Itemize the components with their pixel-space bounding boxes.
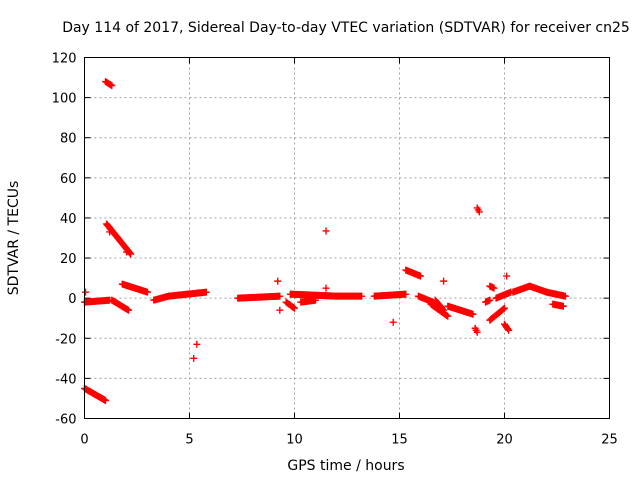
data-point <box>193 340 201 348</box>
plot-frame <box>84 57 610 419</box>
y-tick-label: 20 <box>60 252 77 267</box>
data-point <box>561 292 569 300</box>
y-tick-label: 100 <box>52 92 77 107</box>
data-point <box>439 305 447 313</box>
data-point <box>322 227 330 235</box>
x-tick-label: 5 <box>185 433 193 448</box>
data-point <box>440 306 448 314</box>
y-tick-label: -40 <box>55 372 76 387</box>
y-tick-label: -60 <box>55 413 76 428</box>
x-tick-label: 20 <box>496 433 513 448</box>
data-point <box>127 250 135 258</box>
data-point <box>501 304 508 312</box>
data-point <box>505 326 513 334</box>
data-point <box>106 228 114 236</box>
y-tick-label: 120 <box>52 52 77 67</box>
data-point <box>202 288 210 296</box>
data-point <box>126 249 134 257</box>
y-tick-label: -20 <box>55 332 76 347</box>
data-point <box>274 277 282 285</box>
x-tick-label: 25 <box>601 433 618 448</box>
data-point <box>475 208 483 216</box>
data-point <box>504 325 512 333</box>
data-point <box>289 303 297 311</box>
data-point <box>440 277 448 285</box>
data-point <box>108 82 116 90</box>
data-point <box>276 292 284 300</box>
data-point <box>190 354 198 362</box>
data-point <box>473 328 481 336</box>
data-point <box>503 272 511 280</box>
x-axis-label: GPS time / hours <box>287 458 404 474</box>
x-tick-label: 10 <box>286 433 303 448</box>
chart-title: Day 114 of 2017, Sidereal Day-to-day VTE… <box>62 20 630 36</box>
data-point <box>486 296 494 304</box>
data-point <box>322 284 330 292</box>
data-point <box>123 248 130 256</box>
y-tick-label: 0 <box>68 292 76 307</box>
grid-lines <box>84 57 610 419</box>
data-point <box>443 311 451 319</box>
data-point <box>144 288 151 296</box>
x-tick-label: 15 <box>391 433 408 448</box>
y-tick-labels: -60 -40 -20 0 20 40 60 80 100 120 <box>52 52 77 428</box>
x-tick-label: 0 <box>80 433 88 448</box>
data-point <box>499 305 507 313</box>
data-point <box>469 310 477 318</box>
data-point <box>417 272 424 280</box>
data-point <box>82 288 90 296</box>
y-tick-label: 80 <box>60 132 77 147</box>
data-point <box>276 306 284 314</box>
data-point <box>102 396 109 404</box>
data-point <box>312 296 319 304</box>
data-point <box>490 284 498 292</box>
data-point <box>125 306 133 314</box>
x-tick-labels: 0 5 10 15 20 25 <box>80 433 617 448</box>
y-axis-label: SDTVAR / TECUs <box>6 181 22 296</box>
data-point <box>402 290 410 298</box>
data-point <box>444 312 452 320</box>
data-point <box>358 292 366 300</box>
data-point <box>291 304 298 312</box>
y-tick-label: 60 <box>60 172 77 187</box>
data-point <box>559 302 567 310</box>
axis-ticks <box>84 57 610 419</box>
data-point <box>389 318 397 326</box>
data-marks <box>81 78 569 404</box>
y-tick-label: 40 <box>60 212 77 227</box>
